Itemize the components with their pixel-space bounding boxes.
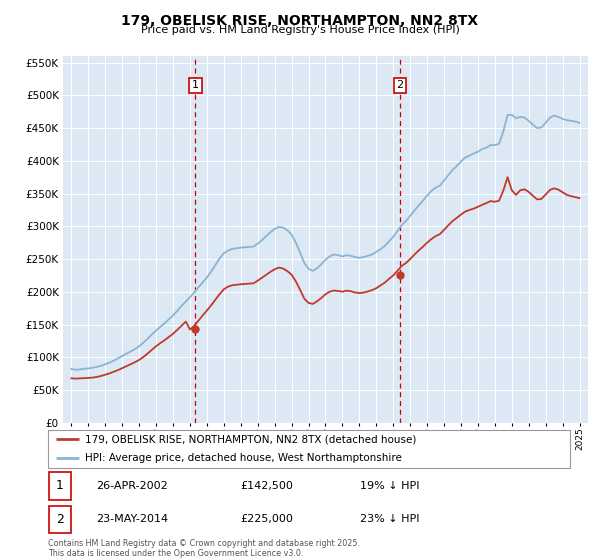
Text: 19% ↓ HPI: 19% ↓ HPI xyxy=(360,481,419,491)
Text: 23-MAY-2014: 23-MAY-2014 xyxy=(96,515,168,524)
FancyBboxPatch shape xyxy=(49,506,71,533)
Text: Price paid vs. HM Land Registry's House Price Index (HPI): Price paid vs. HM Land Registry's House … xyxy=(140,25,460,35)
Text: £225,000: £225,000 xyxy=(240,515,293,524)
Text: Contains HM Land Registry data © Crown copyright and database right 2025.
This d: Contains HM Land Registry data © Crown c… xyxy=(48,539,360,558)
Text: 1: 1 xyxy=(56,479,64,492)
Text: 23% ↓ HPI: 23% ↓ HPI xyxy=(360,515,419,524)
Text: £142,500: £142,500 xyxy=(240,481,293,491)
FancyBboxPatch shape xyxy=(48,430,570,468)
Text: 179, OBELISK RISE, NORTHAMPTON, NN2 8TX (detached house): 179, OBELISK RISE, NORTHAMPTON, NN2 8TX … xyxy=(85,434,416,444)
Text: 179, OBELISK RISE, NORTHAMPTON, NN2 8TX: 179, OBELISK RISE, NORTHAMPTON, NN2 8TX xyxy=(121,14,479,28)
Text: 26-APR-2002: 26-APR-2002 xyxy=(96,481,168,491)
Text: 1: 1 xyxy=(192,80,199,90)
FancyBboxPatch shape xyxy=(49,472,71,500)
Text: 2: 2 xyxy=(56,513,64,526)
Text: 2: 2 xyxy=(396,80,403,90)
Text: HPI: Average price, detached house, West Northamptonshire: HPI: Average price, detached house, West… xyxy=(85,453,401,463)
